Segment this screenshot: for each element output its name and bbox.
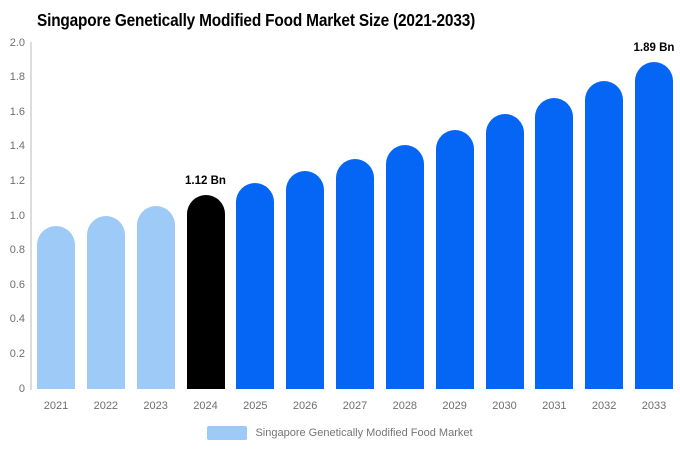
x-axis-label-2030: 2030 — [492, 400, 517, 412]
y-axis-tick-label: 2.0 — [9, 36, 25, 49]
legend: Singapore Genetically Modified Food Mark… — [0, 425, 680, 441]
bar-2023 — [136, 205, 175, 389]
bar-2029 — [435, 129, 474, 389]
legend-swatch — [207, 426, 248, 440]
y-axis-tick-label: 1.8 — [9, 71, 25, 84]
x-axis-label-2025: 2025 — [243, 400, 268, 412]
y-axis-line — [30, 42, 32, 390]
y-axis-tick-label: 1.2 — [9, 174, 25, 187]
x-axis-label-2021: 2021 — [43, 400, 69, 412]
y-axis-tick-label: 0.6 — [9, 278, 25, 291]
x-axis-label-2032: 2032 — [591, 400, 617, 412]
x-axis-label-2023: 2023 — [143, 400, 168, 412]
y-axis-tick-label: 0.8 — [9, 244, 25, 257]
bar-value-label-2033: 1.89 Bn — [633, 42, 675, 55]
y-axis-tick-label: 1.6 — [9, 105, 25, 118]
bar-2031 — [535, 98, 574, 389]
bar-2027 — [336, 158, 374, 389]
legend-label: Singapore Genetically Modified Food Mark… — [255, 427, 473, 439]
bar-2028 — [385, 145, 424, 389]
bar-2024 — [186, 195, 225, 389]
bar-2033 — [635, 62, 673, 389]
x-axis-label-2031: 2031 — [542, 400, 567, 412]
x-axis-label-2027: 2027 — [342, 400, 368, 412]
x-axis-label-2022: 2022 — [93, 400, 119, 412]
x-axis-label-2028: 2028 — [392, 400, 418, 412]
y-axis-tick-label: 1.4 — [9, 140, 25, 153]
y-axis-tick-label: 0.2 — [9, 347, 25, 360]
bar-2032 — [585, 81, 624, 389]
chart-title: Singapore Genetically Modified Food Mark… — [37, 10, 476, 30]
y-axis-tick-label: 1.0 — [9, 209, 25, 222]
bar-2022 — [86, 216, 125, 389]
bar-2030 — [485, 113, 524, 389]
y-axis-tick-label: 0.4 — [9, 313, 25, 326]
bar-2021 — [37, 226, 75, 389]
x-axis-label-2024: 2024 — [193, 400, 218, 412]
y-axis-tick-label: 0 — [18, 382, 25, 395]
x-axis-label-2026: 2026 — [292, 400, 318, 412]
bar-2026 — [286, 171, 325, 389]
bar-value-label-2024: 1.12 Bn — [185, 175, 226, 188]
x-axis-label-2033: 2033 — [641, 400, 667, 412]
bar-2025 — [236, 183, 275, 389]
x-axis-label-2029: 2029 — [442, 400, 467, 412]
